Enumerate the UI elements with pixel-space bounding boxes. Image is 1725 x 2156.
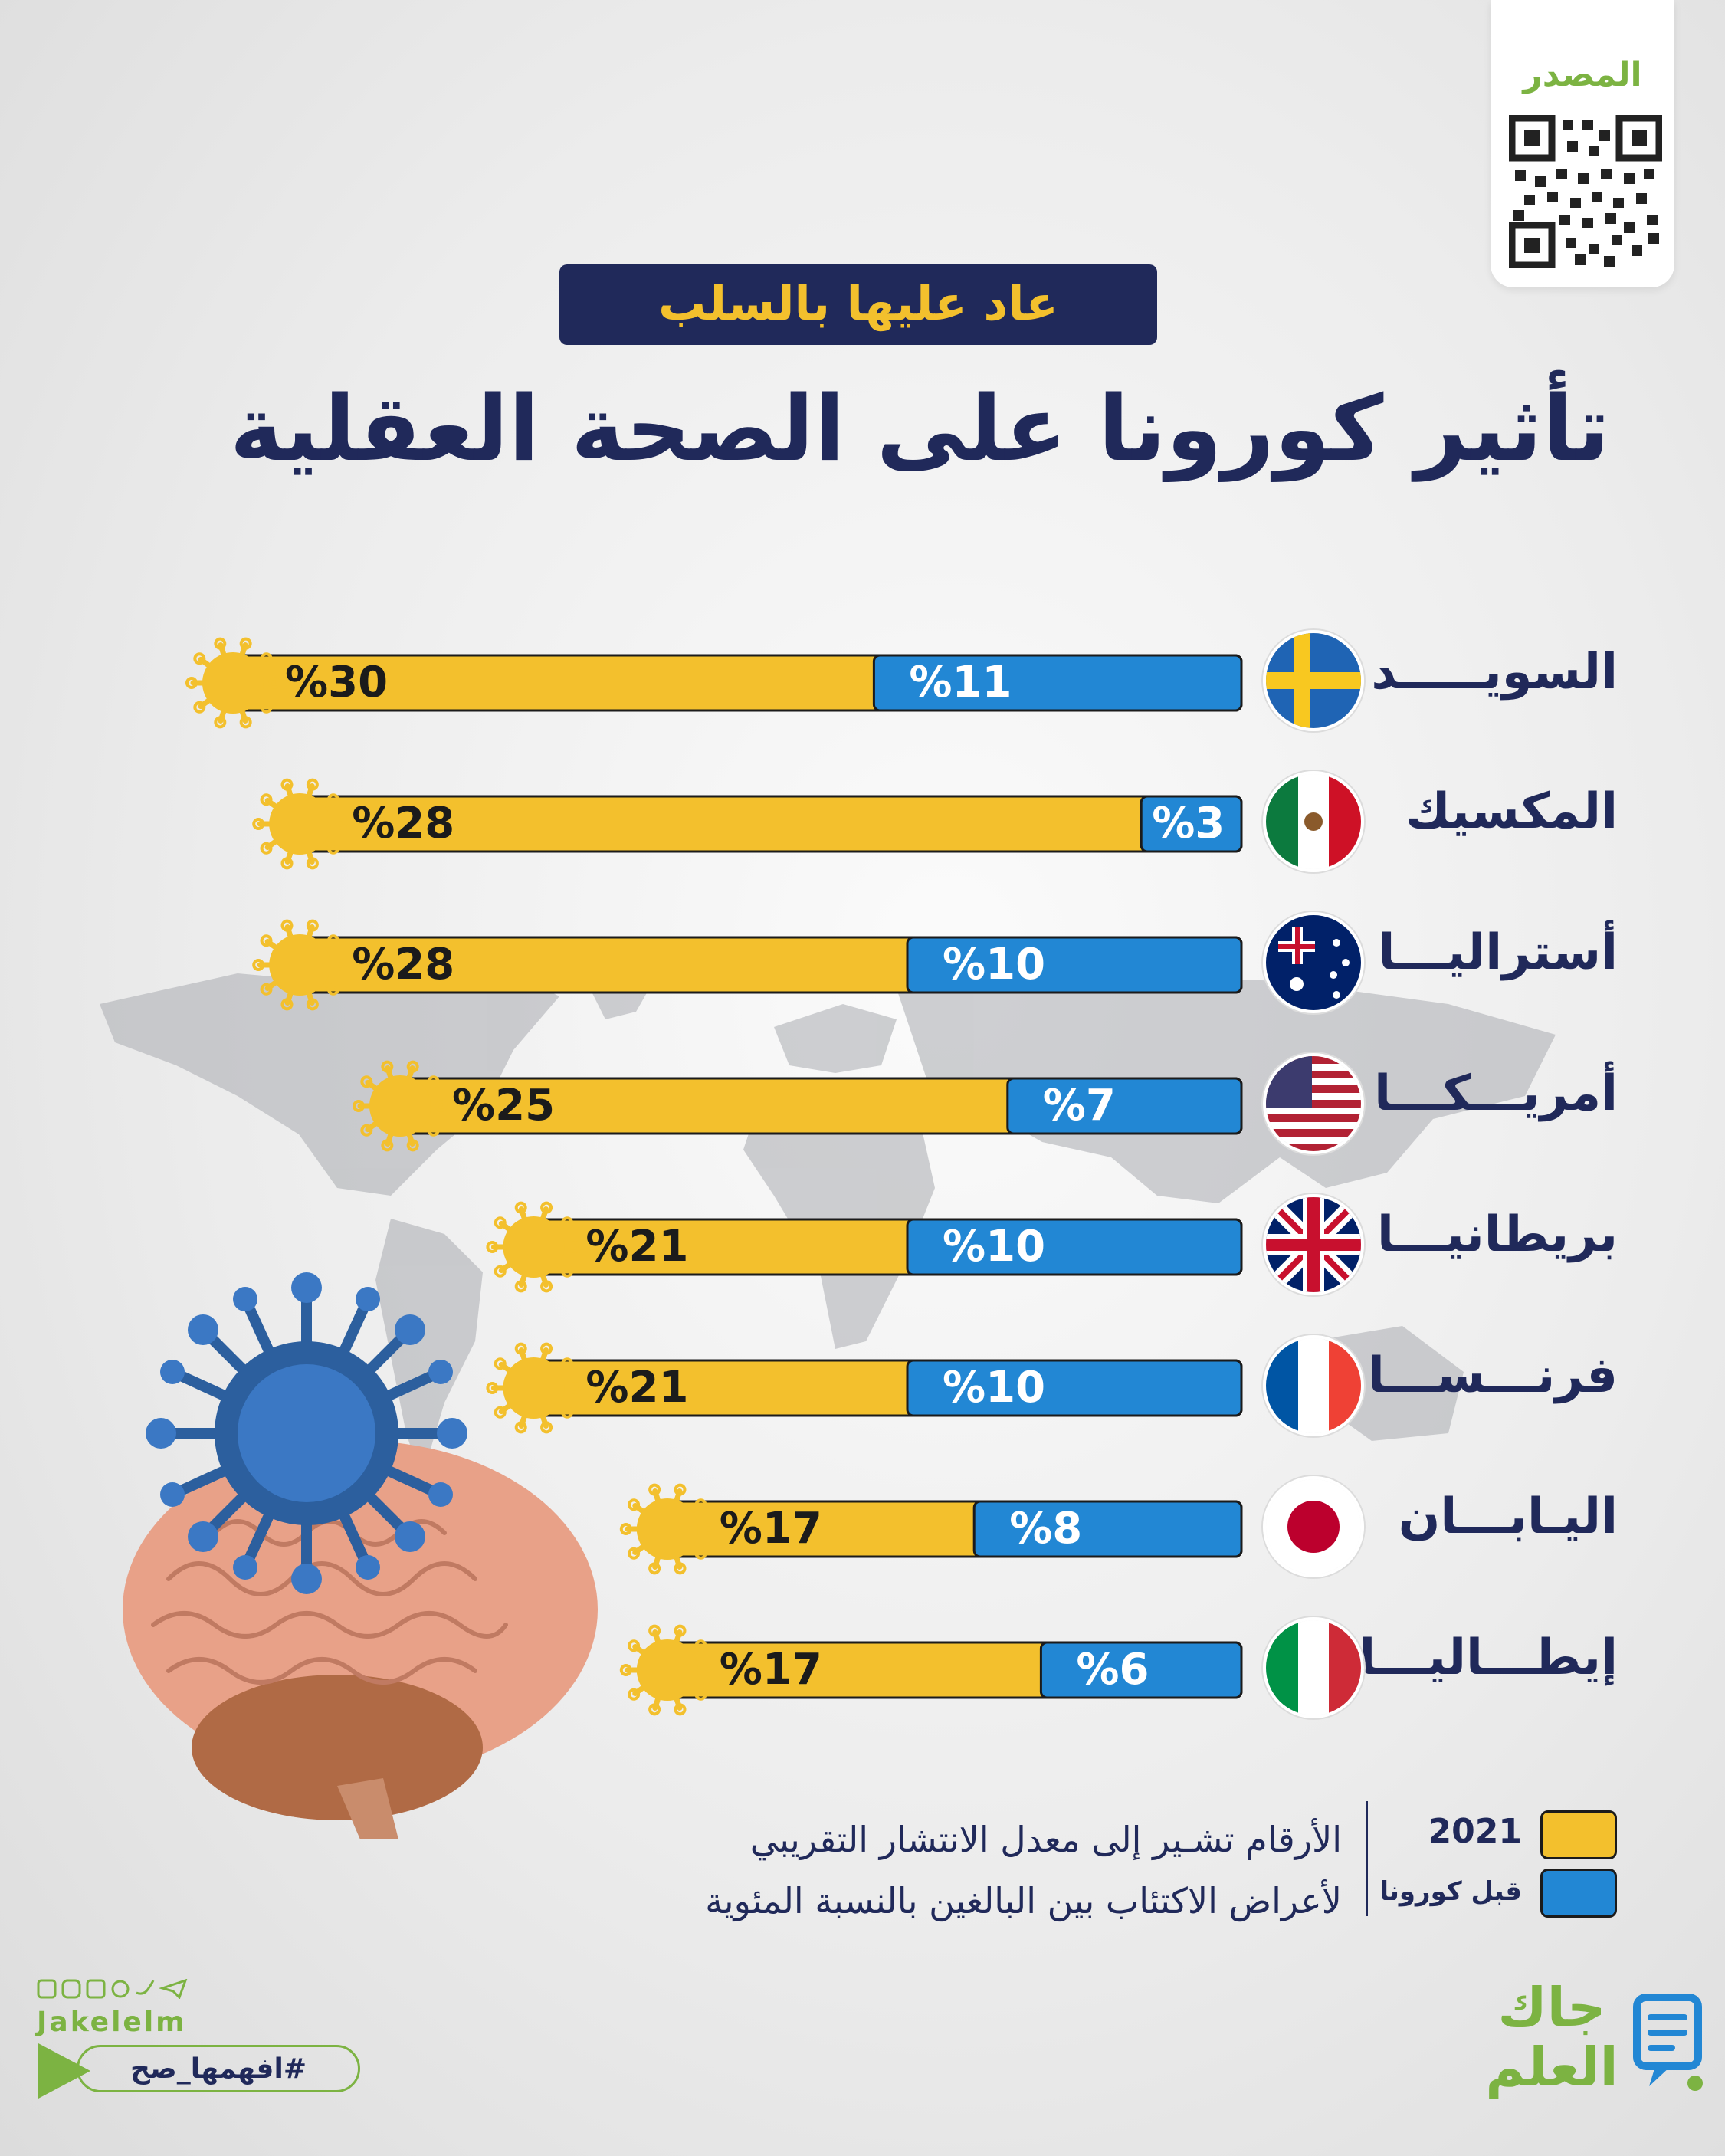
play-icon	[38, 2043, 90, 2099]
country-label: فرنـــســـا	[1367, 1347, 1618, 1404]
handle[interactable]: Jakelelm	[37, 2007, 187, 2038]
sun-icon	[252, 778, 348, 870]
japan-flag-icon	[1263, 1476, 1364, 1577]
country-label: أستراليـــا	[1378, 924, 1618, 981]
hashtag-pill: #افهمها_صح	[77, 2045, 360, 2092]
country-label: أمريـــكـــا	[1374, 1065, 1618, 1122]
sun-icon	[619, 1483, 715, 1575]
facebook-icon	[37, 1979, 57, 1999]
bar-before-corona	[906, 936, 1243, 994]
subtitle-box: عاد عليها بالسلب	[559, 264, 1157, 345]
logo-line2: العلم	[1485, 2036, 1618, 2099]
brain-virus-illustration	[123, 1272, 598, 1839]
bar-before-corona	[972, 1500, 1243, 1558]
bar-before-corona	[1039, 1641, 1243, 1699]
instagram-icon	[61, 1979, 81, 1999]
bar-group: %28 %3	[252, 778, 1243, 870]
bar-group: %25 %7	[353, 1060, 1243, 1152]
italy-flag-icon	[1263, 1617, 1364, 1718]
bar-before-corona	[872, 654, 1243, 712]
telegram-icon	[158, 1979, 188, 1999]
data-label-2021: %28	[352, 940, 454, 989]
data-label-before-corona: %8	[1009, 1504, 1082, 1554]
bar-group: %28 %10	[252, 919, 1243, 1011]
bar-group: %17 %6	[619, 1624, 1243, 1716]
sun-icon	[185, 637, 280, 729]
country-label: إيطـــاليـــا	[1359, 1629, 1618, 1686]
country-label: المكسيك	[1405, 783, 1618, 840]
data-label-2021: %30	[285, 658, 388, 707]
data-label-2021: %17	[720, 1645, 822, 1695]
sun-icon	[353, 1060, 448, 1152]
data-label-2021: %21	[585, 1222, 688, 1272]
data-label-before-corona: %10	[943, 1363, 1045, 1413]
data-label-before-corona: %7	[1043, 1081, 1116, 1131]
bar-group: %21 %10	[486, 1201, 1243, 1293]
legend-label-before-corona: قبل كورونا	[1379, 1876, 1522, 1907]
data-label-before-corona: %11	[909, 658, 1012, 707]
legend-label-2021: 2021	[1428, 1812, 1522, 1851]
snapchat-icon	[111, 1980, 130, 1998]
hashtag[interactable]: #افهمها_صح	[130, 2053, 307, 2085]
bar-group: %30 %11	[185, 637, 1243, 729]
subtitle: عاد عليها بالسلب	[658, 275, 1058, 331]
data-label-before-corona: %10	[943, 1222, 1045, 1272]
sun-icon	[252, 919, 348, 1011]
source-label: المصدر	[1523, 55, 1642, 94]
legend-swatch-2021	[1540, 1810, 1617, 1859]
legend-swatch-before-corona	[1540, 1869, 1617, 1918]
country-label: اليـابـــان	[1398, 1488, 1618, 1545]
twitter-icon	[136, 1980, 155, 1995]
data-label-2021: %21	[585, 1363, 688, 1413]
data-label-2021: %17	[720, 1504, 822, 1554]
logo-line1: جاك	[1497, 1976, 1606, 2039]
uk-flag-icon	[1263, 1194, 1364, 1295]
sun-icon	[486, 1342, 582, 1434]
usa-flag-icon	[1263, 1053, 1364, 1154]
linkedin-icon	[86, 1979, 106, 1999]
bar-before-corona	[1006, 1077, 1243, 1135]
data-label-2021: %28	[352, 799, 454, 848]
mexico-flag-icon	[1263, 771, 1364, 872]
bar-before-corona	[906, 1359, 1243, 1417]
australia-flag-icon	[1263, 912, 1364, 1013]
bar-group: %17 %8	[619, 1483, 1243, 1575]
bar-group: %21 %10	[486, 1342, 1243, 1434]
sun-icon	[486, 1201, 582, 1293]
country-label: بريطانيـــا	[1376, 1206, 1618, 1263]
source-box: المصدر	[1491, 0, 1674, 287]
data-label-before-corona: %10	[943, 940, 1045, 989]
chat-bubble-icon	[1633, 1994, 1703, 2091]
social-icons	[37, 1979, 188, 1999]
bar-before-corona	[906, 1218, 1243, 1276]
legend-note-line2: لأعراض الاكتئاب بين البالغين بالنسبة الم…	[705, 1880, 1342, 1921]
legend-divider	[1366, 1801, 1368, 1916]
qr-code-icon[interactable]	[1509, 115, 1662, 268]
brand-logo-text: جاك العلم	[1479, 1977, 1625, 2097]
data-label-2021: %25	[452, 1081, 555, 1131]
virus-icon	[146, 1272, 467, 1594]
page-title: تأثير كورونا على الصحة العقلية	[229, 376, 1610, 481]
data-label-before-corona: %6	[1076, 1645, 1149, 1695]
france-flag-icon	[1263, 1335, 1364, 1436]
country-label: السويـــــد	[1371, 644, 1618, 701]
legend-note-line1: الأرقام تشـير إلى معدل الانتشار التقريبي	[749, 1819, 1342, 1860]
data-label-before-corona: %3	[1152, 799, 1225, 848]
sweden-flag-icon	[1263, 630, 1364, 731]
bar-before-corona	[1140, 795, 1243, 853]
sun-icon	[619, 1624, 715, 1716]
cerebellum-shape	[192, 1675, 483, 1820]
legend-note: الأرقام تشـير إلى معدل الانتشار التقريبي…	[652, 1809, 1342, 1931]
